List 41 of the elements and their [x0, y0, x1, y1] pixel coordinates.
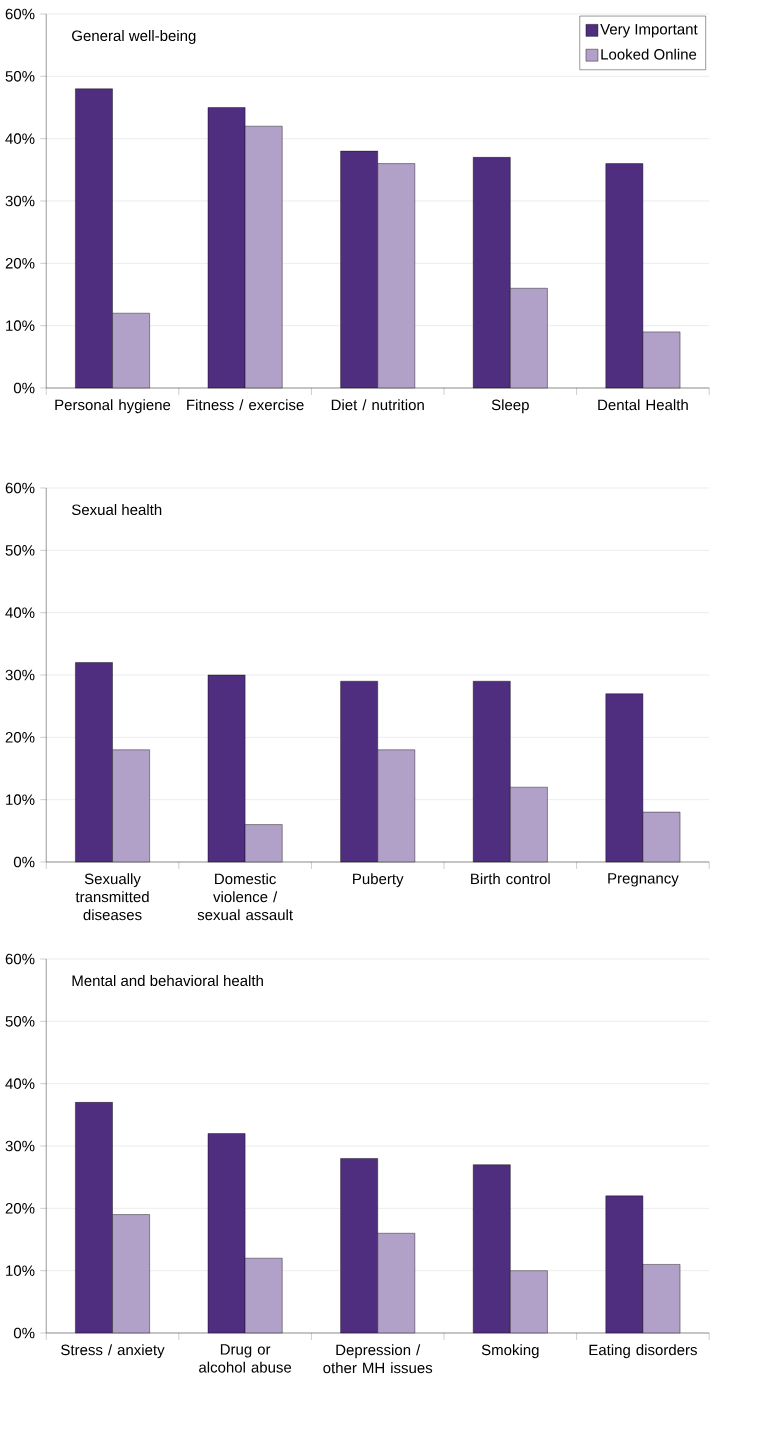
x-tick-label: Personal hygiene: [55, 399, 171, 414]
x-tick-label: Dental Health: [598, 399, 689, 411]
x-tick-label: Diet / nutrition: [332, 399, 425, 411]
y-tick-label: 30%: [5, 669, 35, 681]
y-tick-label: 60%: [6, 953, 35, 965]
x-tick-label: Sleep: [492, 399, 530, 414]
y-tick-label: 40%: [5, 607, 35, 618]
y-tick-label: 50%: [5, 71, 35, 82]
y-tick-label: 10%: [6, 320, 35, 331]
y-tick-label: 20%: [5, 1203, 35, 1214]
y-tick-label: 30%: [5, 195, 35, 207]
y-tick-label: 30%: [5, 1140, 35, 1152]
y-tick-label: 60%: [6, 8, 35, 20]
x-tick-label: Sexually transmitted diseases: [75, 873, 149, 921]
y-tick-label: 40%: [5, 133, 35, 144]
y-tick-label: 50%: [5, 545, 35, 556]
x-tick-label: Fitness / exercise: [187, 399, 304, 411]
x-tick-label: Stress / anxiety: [61, 1344, 165, 1359]
legend-label: Very Important: [600, 24, 698, 38]
y-tick-label: 0%: [14, 382, 35, 394]
y-tick-label: 60%: [6, 482, 35, 494]
legend-label: Looked Online: [601, 48, 697, 60]
y-tick-label: 20%: [5, 258, 35, 269]
y-tick-label: 20%: [5, 732, 35, 743]
x-tick-label: Eating disorders: [589, 1344, 698, 1359]
y-tick-label: 10%: [6, 1265, 35, 1276]
y-tick-label: 40%: [5, 1078, 35, 1089]
y-tick-label: 0%: [14, 856, 35, 868]
x-tick-label: Drug or alcohol abuse: [199, 1344, 292, 1373]
y-tick-label: 50%: [5, 1016, 35, 1027]
y-tick-label: 0%: [14, 1327, 35, 1339]
x-tick-label: Smoking: [482, 1344, 539, 1359]
x-tick-label: Puberty: [353, 873, 404, 888]
x-tick-label: Birth control: [471, 873, 550, 885]
y-tick-label: 10%: [6, 794, 35, 805]
x-tick-label: Domestic violence / sexual assault: [197, 873, 294, 921]
text: General well-being: [72, 30, 196, 44]
text: Mental and behavioral health: [72, 975, 264, 987]
x-tick-label: Depression / other MH issues: [323, 1344, 433, 1374]
text: Sexual health: [72, 504, 162, 516]
x-tick-label: Pregnancy: [608, 873, 679, 887]
